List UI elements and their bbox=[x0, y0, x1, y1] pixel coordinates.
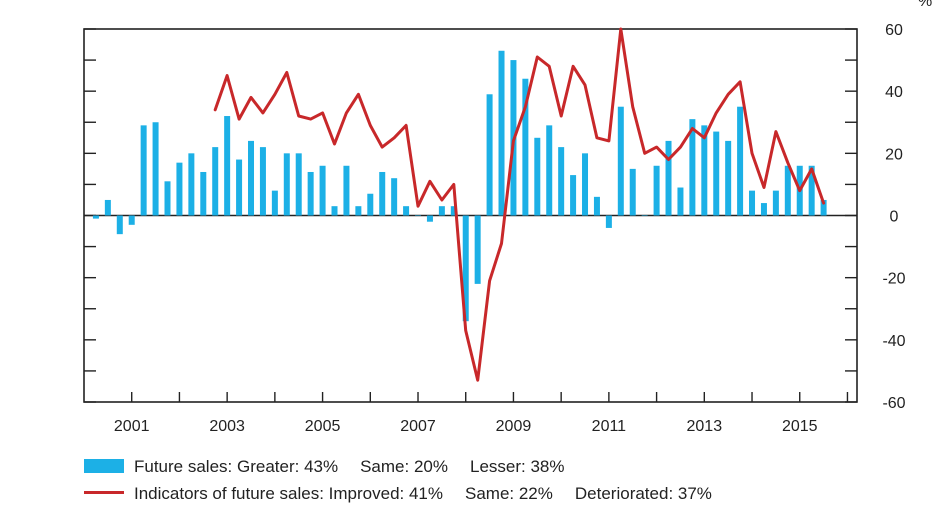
bar bbox=[319, 165, 326, 216]
x-tick-label: 2003 bbox=[209, 418, 245, 435]
x-tick-label: 2009 bbox=[496, 418, 532, 435]
x-tick-label: 2007 bbox=[400, 418, 436, 435]
legend-deteriorated-indicators: Deteriorated: 37% bbox=[574, 484, 712, 503]
bar bbox=[140, 125, 147, 216]
bar bbox=[701, 125, 708, 216]
x-tick-label: 2001 bbox=[114, 418, 150, 435]
bar bbox=[403, 206, 410, 216]
bar bbox=[689, 119, 696, 216]
bar bbox=[677, 187, 684, 216]
bar bbox=[605, 215, 612, 228]
bar bbox=[474, 215, 481, 284]
y-tick-label: 40 bbox=[885, 84, 903, 101]
legend-swatch-bar bbox=[84, 459, 124, 473]
bar bbox=[486, 94, 493, 216]
bar bbox=[438, 206, 445, 216]
bar bbox=[820, 199, 827, 216]
bar bbox=[188, 153, 195, 216]
bar bbox=[522, 78, 529, 216]
bar bbox=[379, 171, 386, 216]
bar bbox=[737, 106, 744, 216]
bar bbox=[283, 153, 290, 216]
bar bbox=[248, 140, 255, 216]
bar bbox=[546, 125, 553, 216]
bar bbox=[558, 147, 565, 216]
bar bbox=[271, 190, 278, 216]
bar bbox=[725, 140, 732, 216]
x-tick-label: 2005 bbox=[305, 418, 341, 435]
legend-item-indicators: Indicators of future sales: Improved: 41… bbox=[84, 484, 712, 504]
bar bbox=[391, 178, 398, 216]
x-tick-label: 2011 bbox=[592, 418, 627, 435]
bar bbox=[570, 175, 577, 216]
bar bbox=[617, 106, 624, 216]
bar bbox=[200, 171, 207, 216]
legend-same-indicators: Same: 22% bbox=[465, 484, 553, 503]
line-series-indicators bbox=[213, 27, 826, 382]
bar bbox=[498, 50, 505, 216]
bar bbox=[808, 165, 815, 216]
legend-lesser-future-sales: Lesser: 38% bbox=[469, 457, 565, 476]
y-unit-label: % bbox=[918, 0, 932, 10]
bar bbox=[176, 162, 183, 216]
legend-label-indicators: Indicators of future sales: Improved: 41… bbox=[134, 484, 443, 503]
bar bbox=[152, 122, 159, 216]
bar bbox=[653, 165, 660, 216]
legend-same-future-sales: Same: 20% bbox=[360, 457, 448, 476]
bar bbox=[593, 196, 600, 216]
bar bbox=[128, 215, 135, 225]
bar bbox=[92, 215, 99, 219]
bar bbox=[772, 190, 779, 216]
bar bbox=[116, 215, 123, 235]
bar bbox=[582, 153, 589, 216]
bar bbox=[164, 181, 171, 216]
bar bbox=[641, 215, 648, 216]
bar bbox=[749, 190, 756, 216]
bar bbox=[236, 159, 243, 216]
indicators-line bbox=[213, 27, 826, 382]
bar bbox=[784, 165, 791, 216]
x-tick-label: 2013 bbox=[687, 418, 723, 435]
bar bbox=[367, 193, 374, 216]
bar bbox=[104, 199, 111, 216]
legend-label-future-sales: Future sales: Greater: 43% bbox=[134, 457, 339, 476]
y-tick-label: 0 bbox=[890, 209, 899, 226]
y-tick-label: 60 bbox=[885, 22, 903, 39]
y-tick-label: -40 bbox=[882, 333, 905, 350]
bar bbox=[713, 131, 720, 216]
bar bbox=[295, 153, 302, 216]
bar bbox=[629, 168, 636, 216]
bar bbox=[426, 215, 433, 222]
bar bbox=[224, 116, 231, 216]
y-tick-label: -60 bbox=[882, 395, 905, 412]
tick-labels: 60 40 20 0 -20 -40 -60% 2001 2003 2005 2007 2009 201… bbox=[114, 0, 932, 435]
bar bbox=[462, 215, 469, 322]
bar bbox=[355, 206, 362, 216]
legend-swatch-line bbox=[84, 491, 124, 494]
bar bbox=[259, 147, 266, 216]
bar bbox=[665, 140, 672, 216]
bar bbox=[415, 215, 422, 216]
x-tick-label: 2015 bbox=[782, 418, 818, 435]
bar bbox=[307, 171, 314, 216]
bar bbox=[450, 206, 457, 216]
legend-item-future-sales: Future sales: Greater: 43% Same: 20% Lesse… bbox=[84, 457, 564, 477]
y-tick-label: 20 bbox=[885, 146, 903, 163]
bar bbox=[534, 137, 541, 216]
bar bbox=[212, 147, 219, 216]
y-tick-label: -20 bbox=[882, 271, 905, 288]
bar bbox=[343, 165, 350, 216]
bar-series-future-sales bbox=[92, 50, 827, 322]
bar bbox=[760, 203, 767, 216]
bar bbox=[331, 206, 338, 216]
